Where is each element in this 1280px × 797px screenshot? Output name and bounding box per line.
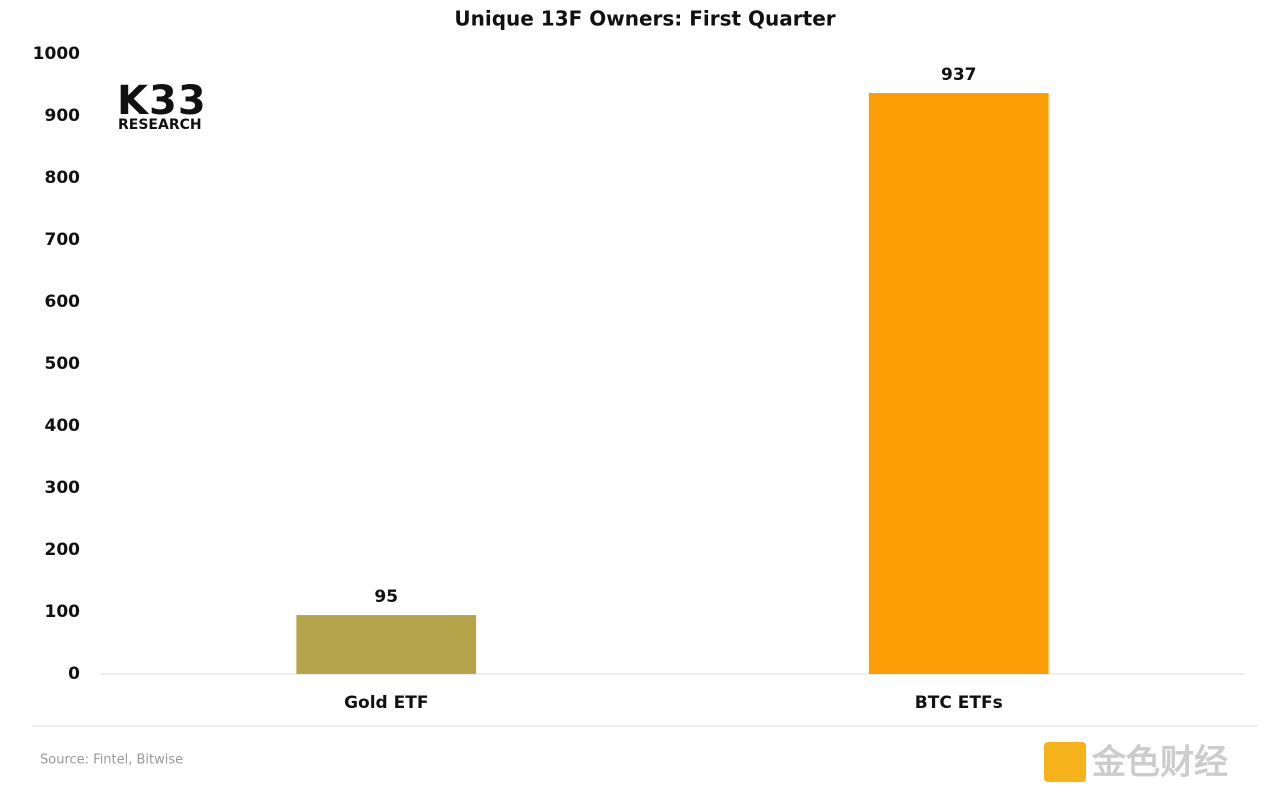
data-label: 937 xyxy=(941,65,977,85)
x-tick-label: Gold ETF xyxy=(344,693,428,713)
y-tick-label: 100 xyxy=(45,602,81,622)
y-tick-label: 800 xyxy=(45,168,81,188)
y-tick-label: 400 xyxy=(45,416,81,436)
chart-title: Unique 13F Owners: First Quarter xyxy=(454,7,835,31)
y-tick-label: 500 xyxy=(45,354,81,374)
x-tick-label: BTC ETFs xyxy=(915,693,1003,713)
data-label: 95 xyxy=(374,587,398,607)
y-tick-label: 200 xyxy=(45,540,81,560)
y-tick-label: 1000 xyxy=(33,44,80,64)
logo-tagline: RESEARCH xyxy=(118,117,202,133)
y-tick-label: 700 xyxy=(45,230,81,250)
logo-name: K33 xyxy=(117,78,207,124)
y-tick-label: 600 xyxy=(45,292,81,312)
y-tick-label: 0 xyxy=(68,664,80,684)
watermark: 金色财经 xyxy=(1091,743,1228,783)
bar xyxy=(296,615,477,674)
y-tick-label: 300 xyxy=(45,478,81,498)
source: Source: Fintel, Bitwise xyxy=(40,753,183,768)
y-tick-label: 900 xyxy=(45,106,81,126)
watermark-icon xyxy=(1044,742,1086,782)
bar xyxy=(868,93,1049,674)
